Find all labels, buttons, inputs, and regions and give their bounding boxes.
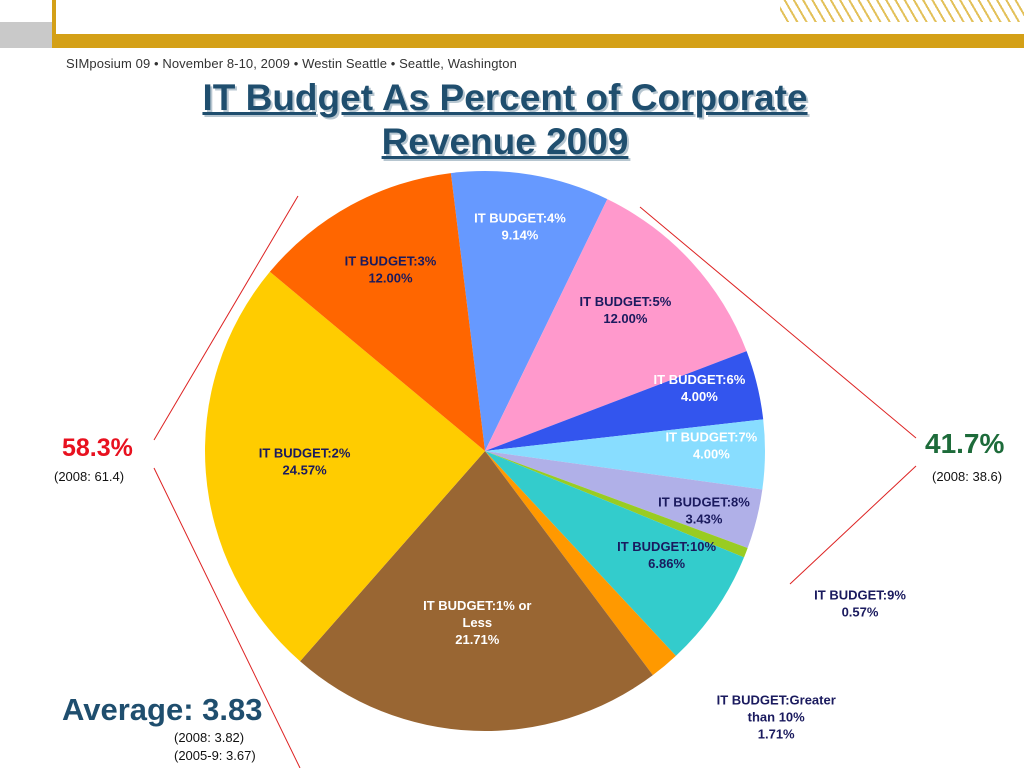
- left-bracket-bottom: [153, 467, 301, 768]
- pie-slice: [450, 171, 608, 452]
- pie-slice: [269, 173, 485, 451]
- pie-slices: [204, 171, 765, 731]
- pie-slice-name: Less: [462, 615, 492, 630]
- left-group-percent: 58.3%: [62, 434, 133, 462]
- right-bracket-bottom: [789, 465, 917, 585]
- pie-slice-value: 6.86%: [648, 556, 685, 571]
- left-bracket-top: [153, 195, 299, 441]
- pie-slice-label: IT BUDGET:8% 3.43%: [658, 494, 750, 526]
- pie-slice-label: IT BUDGET:4% 9.14%: [474, 211, 566, 243]
- pie-slice-label: IT BUDGET:3% 12.00%: [345, 254, 437, 286]
- average-prior-2008: (2008: 3.82): [174, 730, 245, 745]
- pie-slice-label: IT BUDGET:1% or Less 21.71%: [423, 598, 531, 647]
- chart-title-line-2: Revenue 2009: [381, 121, 629, 162]
- group-brackets: [153, 195, 917, 768]
- pie-slice: [485, 451, 676, 676]
- right-group-prior: (2008: 38.6): [932, 469, 1003, 484]
- pie-slice: [485, 451, 763, 548]
- pie-slice-value: 4.00%: [681, 389, 718, 404]
- pie-slice: [204, 271, 485, 662]
- pie-slice-label: IT BUDGET:Greater than 10% 1.71%: [717, 693, 836, 742]
- pie-slice-value: 0.57%: [842, 604, 879, 619]
- pie-labels: IT BUDGET:4% 9.14%IT BUDGET:5% 12.00%IT BU…: [259, 211, 907, 742]
- pie-slice: [300, 451, 653, 731]
- header-gold-divider: [52, 0, 56, 48]
- chart-title-line-1: IT Budget As Percent of Corporate: [202, 77, 808, 118]
- pie-slice-name: IT BUDGET:9%: [814, 587, 906, 602]
- pie-slice-name: IT BUDGET:8%: [658, 494, 750, 509]
- pie-slice-name: IT BUDGET:4%: [474, 211, 566, 226]
- right-group-percent: 41.7%: [925, 428, 1005, 459]
- pie-slice-label: IT BUDGET:10% 6.86%: [617, 539, 716, 571]
- header-hatch-pattern: [780, 0, 1024, 22]
- header-banner: [0, 0, 1024, 48]
- pie-slice-label: IT BUDGET:5% 12.00%: [580, 294, 672, 326]
- pie-slice-name: IT BUDGET:1% or: [423, 598, 531, 613]
- pie-slice-value: 12.00%: [603, 311, 648, 326]
- pie-slice: [485, 451, 748, 558]
- pie-slice-label: IT BUDGET:2% 24.57%: [259, 446, 351, 478]
- pie-slice: [485, 451, 745, 656]
- pie-slice-value: 4.00%: [693, 447, 730, 462]
- pie-slice-label: IT BUDGET:7% 4.00%: [666, 430, 758, 462]
- left-group-prior: (2008: 61.4): [54, 469, 125, 484]
- pie-slice: [485, 419, 765, 490]
- pie-slice-name: IT BUDGET:5%: [580, 294, 672, 309]
- pie-slice-value: 21.71%: [455, 632, 500, 647]
- pie-slice: [485, 199, 747, 451]
- pie-slice-name: IT BUDGET:3%: [345, 254, 437, 269]
- chart-title: IT Budget As Percent of Corporate Revenu…: [170, 76, 840, 164]
- average-label: Average: 3.83: [62, 692, 263, 727]
- header-gold-bar: [56, 34, 1024, 48]
- right-bracket-top: [639, 206, 917, 439]
- pie-slice-value: 1.71%: [758, 727, 795, 742]
- pie-slice-name: IT BUDGET:Greater: [717, 693, 836, 708]
- conference-line: SIMposium 09 • November 8-10, 2009 • Wes…: [66, 56, 517, 71]
- header-gray-block: [0, 22, 52, 48]
- pie-slice-label: IT BUDGET:9% 0.57%: [814, 587, 906, 619]
- pie-slice-value: 3.43%: [686, 511, 723, 526]
- pie-slice-name: IT BUDGET:10%: [617, 539, 716, 554]
- pie-slice-name: IT BUDGET:6%: [654, 372, 746, 387]
- pie-slice-name: IT BUDGET:2%: [259, 446, 351, 461]
- pie-slice-name: than 10%: [748, 710, 806, 725]
- pie-slice-value: 24.57%: [283, 463, 328, 478]
- pie-slice-name: IT BUDGET:7%: [666, 430, 758, 445]
- pie-slice-label: IT BUDGET:6% 4.00%: [654, 372, 746, 404]
- average-prior-2005-9: (2005-9: 3.67): [174, 748, 256, 763]
- pie-slice: [485, 351, 764, 451]
- pie-slice-value: 12.00%: [368, 271, 413, 286]
- pie-slice-value: 9.14%: [502, 228, 539, 243]
